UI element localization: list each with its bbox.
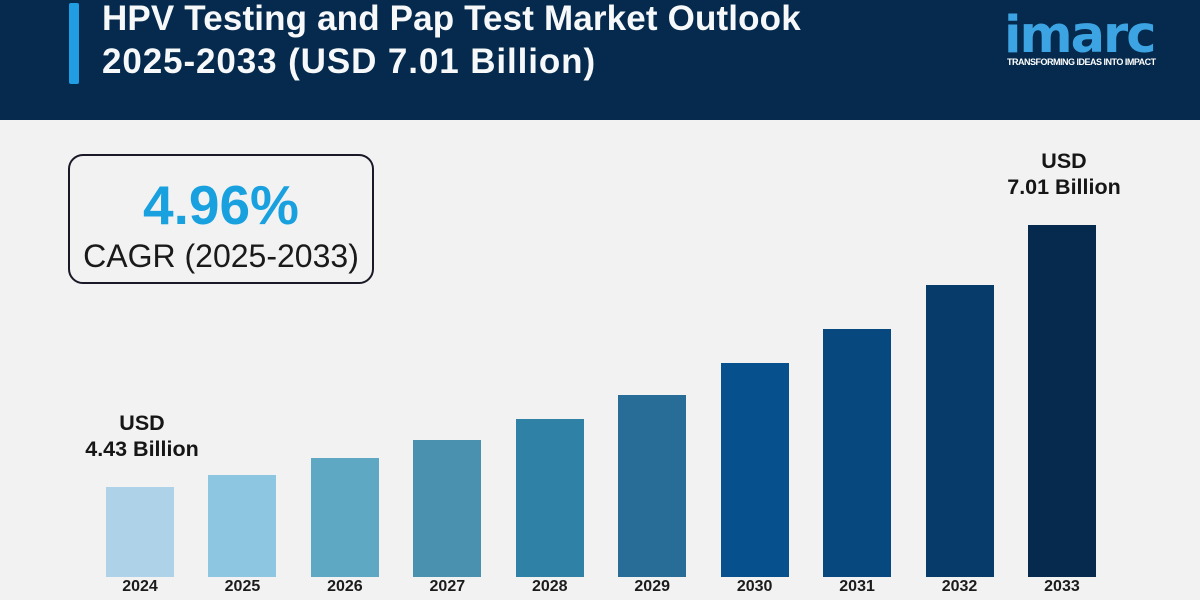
value-label-2024: USD 4.43 Billion: [85, 410, 199, 461]
bar-2032: [925, 285, 994, 577]
year-label-2025: 2025: [224, 578, 261, 595]
value-label-2033: USD 7.01 Billion: [1007, 148, 1121, 199]
cagr-label: CAGR (2025-2033): [83, 238, 359, 274]
year-label-2024: 2024: [122, 578, 158, 595]
year-label-2033: 2033: [1044, 578, 1080, 595]
bar-2030: [720, 363, 789, 577]
title-accent-bar: [69, 3, 79, 84]
bar-2033: [1027, 225, 1096, 577]
bar-2031: [823, 329, 892, 577]
year-label-2026: 2026: [327, 578, 363, 595]
year-label-2028: 2028: [531, 578, 568, 595]
header-band: HPV Testing and Pap Test Market Outlook …: [0, 0, 1200, 120]
bar-2024: [106, 487, 174, 577]
year-label-2030: 2030: [736, 578, 773, 595]
cagr-value: 4.96%: [143, 174, 299, 236]
bar-2029: [618, 395, 687, 577]
bar-2026: [310, 458, 379, 577]
imarc-logo-wordmark: imarc: [1004, 6, 1156, 65]
page-title: HPV Testing and Pap Test Market Outlook …: [102, 0, 801, 83]
year-label-2029: 2029: [634, 578, 670, 595]
year-label-2027: 2027: [429, 578, 466, 595]
bar-chart: [106, 0, 1096, 577]
bar-2025: [208, 475, 277, 577]
bar-2028: [515, 419, 584, 577]
year-label-2031: 2031: [839, 578, 875, 595]
imarc-logo: imarc TRANSFORMING IDEAS INTO IMPACT: [1004, 6, 1174, 68]
cagr-box: 4.96% CAGR (2025-2033): [68, 154, 374, 284]
page-title-line1: HPV Testing and Pap Test Market Outlook: [102, 0, 801, 38]
year-label-2032: 2032: [941, 578, 978, 595]
imarc-logo-tagline: TRANSFORMING IDEAS INTO IMPACT: [1007, 57, 1156, 67]
bar-chart-x-axis-labels: 2024 2025 2026 2027 2028 2029 2030 2031 2032 2033: [106, 579, 1096, 595]
page-title-line2: 2025-2033 (USD 7.01 Billion): [102, 42, 597, 81]
bar-2027: [413, 440, 482, 577]
